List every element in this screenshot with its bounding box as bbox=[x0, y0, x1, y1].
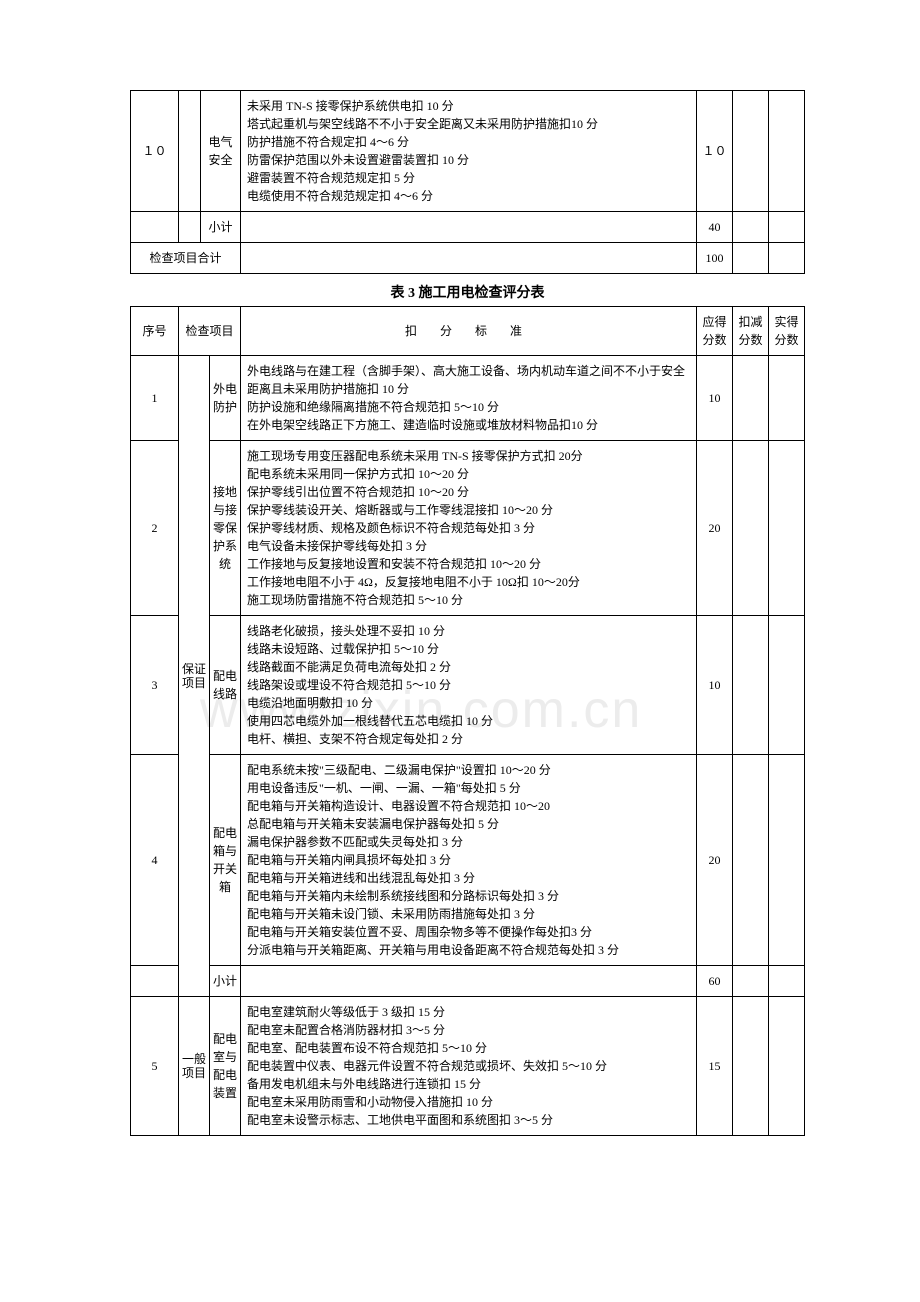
total-score-actual bbox=[769, 243, 805, 274]
row-criteria: 外电线路与在建工程（含脚手架）、高大施工设备、场内机动车道之间不不小于安全距离且… bbox=[241, 356, 697, 441]
row-score-actual bbox=[769, 755, 805, 966]
total-label: 检查项目合计 bbox=[131, 243, 241, 274]
row-criteria bbox=[241, 966, 697, 997]
hdr-score-deduct: 扣减分数 bbox=[733, 307, 769, 356]
row-num: 3 bbox=[131, 616, 179, 755]
row-num: 2 bbox=[131, 441, 179, 616]
table-row: 小计 60 bbox=[131, 966, 805, 997]
eval-table-1-fragment: １０ 电气安全 未采用 TN-S 接零保护系统供电扣 10 分塔式起重机与架空线… bbox=[130, 90, 805, 274]
total-criteria bbox=[241, 243, 697, 274]
row-num: 1 bbox=[131, 356, 179, 441]
table-total-row: 检查项目合计 100 bbox=[131, 243, 805, 274]
table-row: 2 接地与接零保护系统 施工现场专用变压器配电系统未采用 TN-S 接零保护方式… bbox=[131, 441, 805, 616]
row-score-actual bbox=[769, 356, 805, 441]
row-score-due: 60 bbox=[697, 966, 733, 997]
row-score-deduct bbox=[733, 212, 769, 243]
row-criteria: 线路老化破损，接头处理不妥扣 10 分线路未设短路、过载保护扣 5～10 分线路… bbox=[241, 616, 697, 755]
row-score-due: 20 bbox=[697, 441, 733, 616]
row-score-due: 15 bbox=[697, 997, 733, 1136]
row-score-due: 20 bbox=[697, 755, 733, 966]
table-row: １０ 电气安全 未采用 TN-S 接零保护系统供电扣 10 分塔式起重机与架空线… bbox=[131, 91, 805, 212]
row-criteria bbox=[241, 212, 697, 243]
row-item: 配电室与配电装置 bbox=[210, 997, 241, 1136]
row-score-deduct bbox=[733, 997, 769, 1136]
row-num: １０ bbox=[131, 91, 179, 212]
row-cat-group: 保证项目 bbox=[179, 356, 210, 997]
row-score-deduct bbox=[733, 91, 769, 212]
total-score-deduct bbox=[733, 243, 769, 274]
row-score-actual bbox=[769, 616, 805, 755]
row-score-actual bbox=[769, 441, 805, 616]
row-criteria: 未采用 TN-S 接零保护系统供电扣 10 分塔式起重机与架空线路不不小于安全距… bbox=[241, 91, 697, 212]
row-score-deduct bbox=[733, 755, 769, 966]
hdr-score-actual: 实得分数 bbox=[769, 307, 805, 356]
row-score-actual bbox=[769, 212, 805, 243]
row-num bbox=[131, 966, 179, 997]
table-row: 1 保证项目 外电防护 外电线路与在建工程（含脚手架）、高大施工设备、场内机动车… bbox=[131, 356, 805, 441]
row-num: 4 bbox=[131, 755, 179, 966]
row-score-due: 10 bbox=[697, 616, 733, 755]
row-criteria: 配电室建筑耐火等级低于 3 级扣 15 分配电室未配置合格消防器材扣 3～5 分… bbox=[241, 997, 697, 1136]
row-score-due: １０ bbox=[697, 91, 733, 212]
row-score-deduct bbox=[733, 356, 769, 441]
total-score-due: 100 bbox=[697, 243, 733, 274]
row-score-due: 10 bbox=[697, 356, 733, 441]
row-item: 外电防护 bbox=[210, 356, 241, 441]
row-score-actual bbox=[769, 997, 805, 1136]
hdr-score-due: 应得分数 bbox=[697, 307, 733, 356]
row-score-deduct bbox=[733, 441, 769, 616]
table-row: 4 配电箱与开关箱 配电系统未按"三级配电、二级漏电保护"设置扣 10～20 分… bbox=[131, 755, 805, 966]
hdr-cat: 检查项目 bbox=[179, 307, 241, 356]
row-item: 接地与接零保护系统 bbox=[210, 441, 241, 616]
table-header-row: 序号 检查项目 扣 分 标 准 应得分数 扣减分数 实得分数 bbox=[131, 307, 805, 356]
table-row: 5 一般项目 配电室与配电装置 配电室建筑耐火等级低于 3 级扣 15 分配电室… bbox=[131, 997, 805, 1136]
hdr-criteria: 扣 分 标 准 bbox=[241, 307, 697, 356]
row-item: 小计 bbox=[201, 212, 241, 243]
row-cat-group: 一般项目 bbox=[179, 997, 210, 1136]
table-row: 3 配电线路 线路老化破损，接头处理不妥扣 10 分线路未设短路、过载保护扣 5… bbox=[131, 616, 805, 755]
row-num bbox=[131, 212, 179, 243]
row-num: 5 bbox=[131, 997, 179, 1136]
row-cat bbox=[179, 91, 201, 212]
row-score-deduct bbox=[733, 966, 769, 997]
row-item: 电气安全 bbox=[201, 91, 241, 212]
row-criteria: 施工现场专用变压器配电系统未采用 TN-S 接零保护方式扣 20分配电系统未采用… bbox=[241, 441, 697, 616]
row-item: 小计 bbox=[210, 966, 241, 997]
row-criteria: 配电系统未按"三级配电、二级漏电保护"设置扣 10～20 分用电设备违反"一机、… bbox=[241, 755, 697, 966]
row-score-due: 40 bbox=[697, 212, 733, 243]
row-cat bbox=[179, 212, 201, 243]
row-score-actual bbox=[769, 91, 805, 212]
row-item: 配电箱与开关箱 bbox=[210, 755, 241, 966]
table-2-title: 表 3 施工用电检查评分表 bbox=[130, 274, 805, 306]
hdr-num: 序号 bbox=[131, 307, 179, 356]
row-item: 配电线路 bbox=[210, 616, 241, 755]
table-row: 小计 40 bbox=[131, 212, 805, 243]
eval-table-2: 序号 检查项目 扣 分 标 准 应得分数 扣减分数 实得分数 1 保证项目 外电… bbox=[130, 306, 805, 1136]
row-score-deduct bbox=[733, 616, 769, 755]
row-score-actual bbox=[769, 966, 805, 997]
